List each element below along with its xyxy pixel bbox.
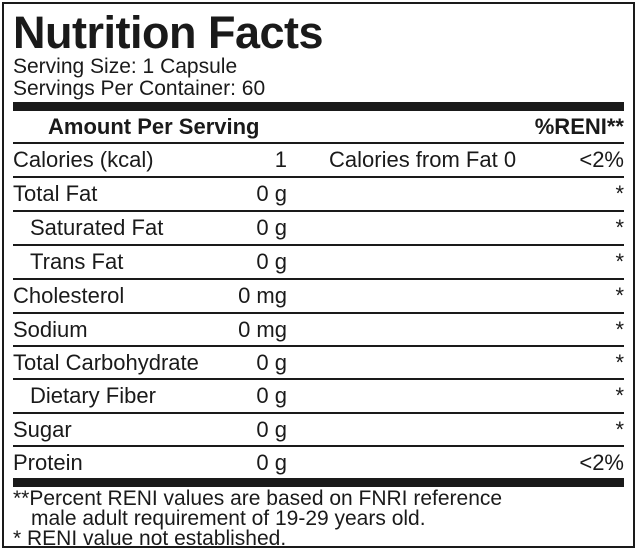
nutrient-percent: <2%: [579, 450, 624, 475]
nutrient-amount: 0 g: [256, 181, 287, 206]
nutrient-row: Sugar 0 g *: [13, 413, 624, 446]
nutrient-amount: 0 g: [256, 383, 287, 408]
nutrient-row: Sodium 0 mg *: [13, 313, 624, 346]
nutrient-row: Saturated Fat 0 g *: [13, 211, 624, 244]
nutrient-percent: *: [615, 350, 624, 375]
nutrient-percent: *: [615, 283, 624, 308]
nutrient-amount: 0 g: [256, 417, 287, 442]
amount-per-serving-label: Amount Per Serving: [48, 114, 260, 139]
calories-from-fat: Calories from Fat 0: [329, 147, 517, 172]
thick-divider: [13, 478, 624, 487]
divider: [13, 244, 624, 246]
nutrient-amount: 0 g: [256, 450, 287, 475]
divider: [13, 142, 624, 144]
divider: [13, 210, 624, 212]
nutrient-row: Protein 0 g <2%: [13, 446, 624, 479]
nutrient-row: Dietary Fiber 0 g *: [13, 379, 624, 412]
nutrient-name: Trans Fat: [30, 249, 124, 274]
nutrient-name: Total Carbohydrate: [13, 350, 199, 375]
nutrient-row: Calories (kcal) 1 Calories from Fat 0 <2…: [13, 143, 624, 176]
nutrient-row: Trans Fat 0 g *: [13, 245, 624, 278]
footnote-line: **Percent RENI values are based on FNRI …: [13, 487, 503, 510]
nutrient-amount: 0 g: [256, 350, 287, 375]
nutrient-name: Calories (kcal): [13, 147, 154, 172]
thick-divider: [13, 102, 624, 111]
nutrient-percent: *: [615, 181, 624, 206]
nutrient-row: Total Carbohydrate 0 g *: [13, 346, 624, 379]
footnote-line: male adult requirement of 19-29 years ol…: [31, 507, 426, 530]
divider: [13, 345, 624, 347]
nutrient-amount: 1: [274, 147, 287, 172]
nutrient-percent: <2%: [579, 147, 624, 172]
nutrient-name: Protein: [13, 450, 83, 475]
nutrient-amount: 0 g: [256, 215, 287, 240]
nutrient-name: Cholesterol: [13, 283, 125, 308]
nutrient-name: Sodium: [13, 317, 88, 342]
nutrition-facts-panel: Nutrition Facts Serving Size: 1 Capsule …: [2, 2, 635, 550]
nutrient-row: Total Fat 0 g *: [13, 177, 624, 210]
nutrient-percent: *: [615, 249, 624, 274]
nutrient-percent: *: [615, 317, 624, 342]
divider: [13, 312, 624, 314]
serving-size: Serving Size: 1 Capsule: [13, 55, 238, 78]
panel-title: Nutrition Facts: [13, 7, 324, 58]
nutrient-percent: *: [615, 383, 624, 408]
nutrient-amount: 0 g: [256, 249, 287, 274]
nutrient-row: Cholesterol 0 mg *: [13, 279, 624, 312]
nutrient-name: Total Fat: [13, 181, 98, 206]
nutrient-name: Sugar: [13, 417, 72, 442]
nutrient-name: Dietary Fiber: [30, 383, 156, 408]
divider: [13, 445, 624, 447]
servings-per-container: Servings Per Container: 60: [13, 77, 266, 100]
nutrient-name: Saturated Fat: [30, 215, 164, 240]
footnote-line: * RENI value not established.: [13, 527, 287, 550]
divider: [13, 176, 624, 178]
nutrient-amount: 0 mg: [238, 283, 287, 308]
divider: [13, 378, 624, 380]
nutrient-percent: *: [615, 417, 624, 442]
reni-header-label: %RENI**: [534, 114, 624, 139]
amount-header-row: Amount Per Serving %RENI**: [13, 110, 624, 143]
divider: [13, 412, 624, 414]
divider: [13, 278, 624, 280]
nutrient-amount: 0 mg: [238, 317, 287, 342]
nutrient-percent: *: [615, 215, 624, 240]
